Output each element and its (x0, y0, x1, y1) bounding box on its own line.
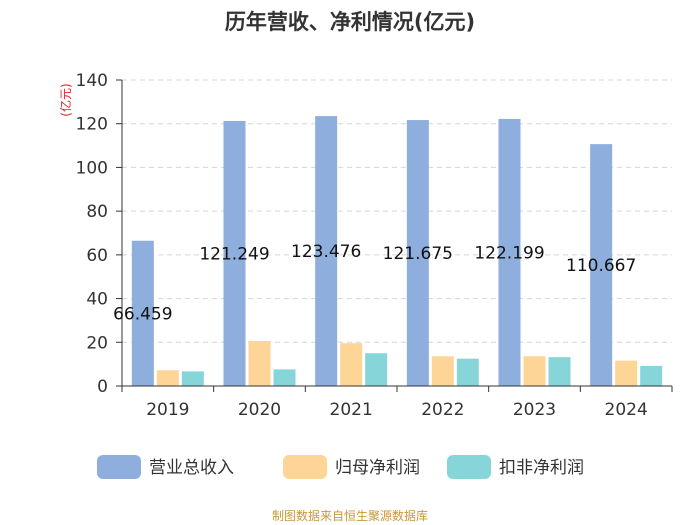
bar-data-label: 121.675 (383, 244, 453, 264)
bar-2020-series-1 (248, 340, 271, 386)
bar-data-label: 122.199 (474, 243, 544, 263)
bar-2022-series-0 (406, 120, 429, 386)
x-category-label: 2020 (238, 400, 281, 420)
legend-label[interactable]: 扣非净利润 (499, 458, 584, 478)
data-labels-layer: 66.459 121.249 123.476 121.675 122.199 110.66… (113, 242, 636, 324)
y-axis-unit-label: (亿元) (58, 83, 73, 116)
y-tick-label: 80 (86, 202, 108, 222)
legend-swatch[interactable] (447, 455, 491, 479)
legend-label[interactable]: 营业总收入 (149, 458, 234, 478)
bar-2021-series-1 (340, 343, 363, 386)
bar-2019-series-1 (156, 370, 179, 386)
data-source-note: 制图数据来自恒生聚源数据库 (272, 508, 428, 523)
bar-2020-series-0 (223, 120, 246, 387)
x-category-label: 2019 (146, 400, 189, 420)
bar-2020-series-2 (273, 369, 296, 386)
bar-2022-series-1 (431, 356, 454, 386)
y-tick-label: 120 (76, 115, 108, 135)
chart-title: 历年营收、净利情况(亿元) (225, 10, 475, 34)
bar-2019-series-0 (131, 240, 154, 386)
bar-data-label: 110.667 (566, 256, 636, 276)
bar-data-label: 123.476 (291, 242, 361, 262)
y-tick-label: 0 (97, 377, 108, 397)
bars-layer (131, 116, 663, 387)
x-category-label: 2022 (421, 400, 464, 420)
bar-2024-series-2 (640, 365, 663, 386)
x-category-label: 2023 (513, 400, 556, 420)
bar-2024-series-0 (590, 144, 613, 386)
legend-swatch[interactable] (97, 455, 141, 479)
legend: 营业总收入 归母净利润 扣非净利润 (97, 455, 584, 479)
x-category-label: 2021 (330, 400, 373, 420)
bar-2019-series-2 (181, 371, 204, 386)
bar-2023-series-0 (498, 118, 521, 386)
grid-layer (122, 79, 672, 343)
y-tick-label: 40 (86, 290, 108, 310)
bar-2022-series-2 (456, 358, 479, 386)
axis-layer: 0 20 40 60 80 100 120 140 2019 2020 2021 2022 2023 20… (76, 71, 673, 420)
bar-2021-series-2 (365, 353, 388, 386)
y-tick-label: 20 (86, 333, 108, 353)
bar-2021-series-0 (315, 116, 338, 386)
y-tick-label: 100 (76, 158, 108, 178)
bar-2023-series-2 (548, 357, 571, 386)
bar-2024-series-1 (615, 360, 638, 386)
legend-swatch[interactable] (283, 455, 327, 479)
bar-data-label: 66.459 (113, 304, 172, 324)
bar-2023-series-1 (523, 356, 546, 386)
x-category-label: 2024 (605, 400, 648, 420)
y-tick-label: 140 (76, 71, 108, 91)
y-tick-label: 60 (86, 246, 108, 266)
bar-data-label: 121.249 (199, 244, 269, 264)
legend-label[interactable]: 归母净利润 (335, 458, 420, 478)
